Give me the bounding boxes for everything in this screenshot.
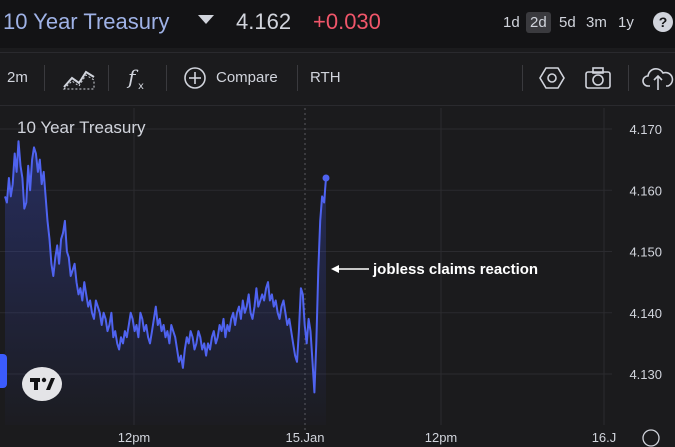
range-2d[interactable]: 2d bbox=[526, 12, 551, 33]
range-5d[interactable]: 5d bbox=[559, 14, 576, 31]
range-3m[interactable]: 3m bbox=[586, 14, 607, 31]
svg-text:x: x bbox=[138, 81, 144, 92]
chevron-down-icon[interactable] bbox=[198, 15, 214, 24]
settings-gear-icon[interactable] bbox=[642, 429, 660, 447]
y-tick-label: 4.150 bbox=[629, 245, 662, 260]
toolbar-divider bbox=[522, 65, 523, 91]
last-price: 4.162 bbox=[236, 9, 292, 34]
price-area-fill bbox=[5, 141, 326, 425]
add-compare-icon[interactable] bbox=[183, 66, 207, 90]
price-change: +0.030 bbox=[313, 9, 381, 34]
range-1d[interactable]: 1d bbox=[503, 14, 520, 31]
settings-hexagon-icon[interactable] bbox=[539, 65, 565, 91]
y-tick-label: 4.130 bbox=[629, 367, 662, 382]
price-chart[interactable]: 4.170 4.160 4.150 4.140 4.130 12pm 15.Jan 12pm… bbox=[0, 105, 675, 447]
chart-title: 10 Year Treasury bbox=[17, 118, 146, 137]
share-cloud-icon[interactable] bbox=[642, 64, 674, 92]
x-tick-label: 12pm bbox=[118, 430, 151, 445]
toolbar-divider bbox=[166, 65, 167, 91]
toolbar-divider bbox=[628, 65, 629, 91]
scroll-handle[interactable] bbox=[0, 354, 7, 388]
x-tick-label: 16.J bbox=[592, 430, 617, 445]
y-tick-label: 4.170 bbox=[629, 122, 662, 137]
toolbar-divider bbox=[297, 65, 298, 91]
price-line bbox=[4, 140, 327, 394]
chart-style-icon[interactable] bbox=[62, 65, 96, 91]
camera-icon[interactable] bbox=[584, 66, 612, 90]
toolbar-divider bbox=[44, 65, 45, 91]
x-tick-label: 15.Jan bbox=[285, 430, 324, 445]
interval-selector[interactable]: 2m bbox=[7, 69, 28, 86]
annotation-label: jobless claims reaction bbox=[372, 261, 538, 278]
last-price-dot bbox=[322, 174, 330, 182]
range-1y[interactable]: 1y bbox=[618, 14, 634, 31]
x-tick-label: 12pm bbox=[425, 430, 458, 445]
rth-toggle[interactable]: RTH bbox=[310, 69, 341, 86]
y-tick-label: 4.160 bbox=[629, 183, 662, 198]
toolbar-divider bbox=[108, 65, 109, 91]
annotation-arrowhead bbox=[331, 265, 339, 273]
chart-toolbar: 2m f x Compare RTH bbox=[0, 52, 675, 106]
header-bar: 10 Year Treasury 4.162 +0.030 1d 2d 5d 3… bbox=[0, 0, 675, 48]
help-icon[interactable]: ? bbox=[653, 12, 673, 32]
symbol-title[interactable]: 10 Year Treasury bbox=[3, 9, 170, 34]
compare-button[interactable]: Compare bbox=[216, 69, 278, 86]
tradingview-logo[interactable] bbox=[22, 367, 62, 401]
y-tick-label: 4.140 bbox=[629, 306, 662, 321]
tradingview-logo-icon bbox=[30, 377, 55, 390]
indicators-icon[interactable]: f x bbox=[126, 64, 150, 92]
